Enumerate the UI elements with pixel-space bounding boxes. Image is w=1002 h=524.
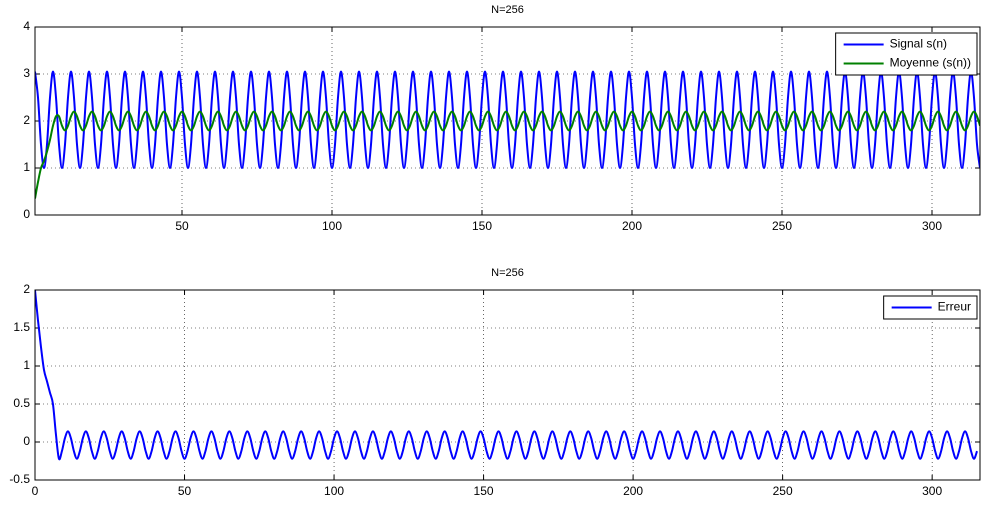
y-tick-label: 1 [23,358,30,372]
x-tick-label: 200 [623,484,643,498]
axes: N=256 50 100 150 200 250 300 0 1 2 3 4 Signal s(n) Mo… [23,4,981,233]
x-tick-label: 100 [324,484,344,498]
y-tick-label: 2 [23,113,30,127]
x-tick-label: 250 [772,219,792,233]
plot-area [35,290,980,480]
legend: Erreur [883,295,978,320]
x-tick-label: 150 [474,484,494,498]
y-tick-label: 1 [23,160,30,174]
x-tick-label: 200 [622,219,642,233]
axes-frame [34,289,981,481]
legend-label: Erreur [938,300,971,314]
series-line [35,70,980,169]
x-tick-label: 250 [773,484,793,498]
y-tick-label: 0 [23,434,30,448]
legend: Signal s(n) Moyenne (s(n)) [835,32,978,76]
x-tick-label: 50 [178,484,192,498]
y-tick-label: 0.5 [13,396,30,410]
series-line [35,110,980,199]
legend-label: Moyenne (s(n)) [890,56,971,70]
y-tick-label: 4 [23,19,30,33]
axes-frame [34,26,981,216]
chart-title: N=256 [491,267,524,279]
y-tick-label: 1.5 [13,320,30,334]
series-line [35,290,978,461]
y-tick-label: 3 [23,66,30,80]
x-tick-label: 50 [175,219,189,233]
legend-box [835,32,978,76]
x-tick-label: 100 [322,219,342,233]
x-tick-label: 0 [32,484,39,498]
x-tick-label: 300 [922,484,942,498]
x-tick-label: 150 [472,219,492,233]
y-tick-label: 0 [23,207,30,221]
legend-label: Signal s(n) [890,37,947,51]
y-tick-label: -0.5 [9,472,30,486]
y-tick-label: 2 [23,282,30,296]
chart-title: N=256 [491,4,524,16]
x-tick-label: 300 [922,219,942,233]
